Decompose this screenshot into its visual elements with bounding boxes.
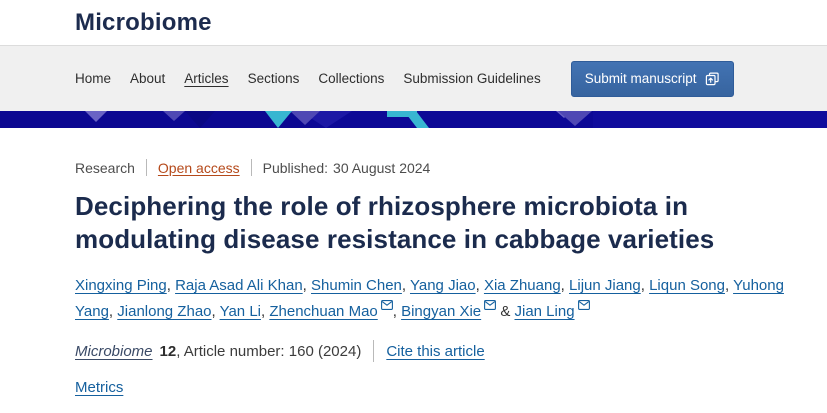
divider [145, 159, 147, 176]
banner-geometric-pattern [0, 111, 827, 128]
author-separator: , [724, 277, 734, 294]
metrics-row: Metrics [75, 379, 827, 397]
nav-item-about[interactable]: About [130, 71, 166, 86]
email-icon[interactable] [484, 300, 497, 310]
nav-item-sections[interactable]: Sections [247, 71, 300, 86]
open-access-link[interactable]: Open access [157, 159, 240, 176]
nav-item-home[interactable]: Home [75, 71, 112, 86]
citation-row: Microbiome 12 , Article number: 160 (202… [75, 340, 827, 362]
author-separator: , [166, 277, 176, 294]
article-title-line2: modulating disease resistance in cabbage… [75, 224, 715, 254]
published-date: 30 August 2024 [333, 159, 431, 176]
author-separator: & [496, 303, 515, 320]
nav-item-articles[interactable]: Articles [184, 71, 229, 86]
author-separator: , [211, 303, 220, 320]
author-link[interactable]: Jian Ling [514, 303, 575, 320]
author-link[interactable]: Shumin Chen [311, 277, 402, 294]
submit-manuscript-icon [705, 72, 719, 85]
email-icon[interactable] [380, 300, 393, 310]
author-link[interactable]: Yang Jiao [409, 277, 476, 294]
article-header-section: Research Open access Published: 30 Augus… [0, 128, 827, 397]
published-label: Published: [262, 159, 329, 176]
nav-item-collections[interactable]: Collections [318, 71, 385, 86]
journal-logo[interactable]: Microbiome [75, 8, 212, 36]
article-title-line1: Deciphering the role of rhizosphere micr… [75, 191, 689, 221]
author-separator: , [302, 277, 312, 294]
author-link[interactable]: Yan Li [219, 303, 261, 320]
author-link[interactable]: Xingxing Ping [75, 277, 167, 294]
author-link[interactable]: Jianlong Zhao [117, 303, 212, 320]
author-link[interactable]: Zhenchuan Mao [269, 303, 378, 320]
article-title: Deciphering the role of rhizosphere micr… [75, 190, 785, 256]
author-separator: , [261, 303, 270, 320]
email-icon[interactable] [577, 300, 590, 310]
author-separator: , [401, 277, 410, 294]
article-type: Research [75, 159, 135, 176]
decorative-banner [0, 111, 827, 128]
author-separator: , [108, 303, 118, 320]
article-meta-row: Research Open access Published: 30 Augus… [75, 159, 827, 176]
metrics-link[interactable]: Metrics [75, 379, 124, 396]
article-number-text: , Article number: 160 (2024) [176, 342, 362, 360]
author-separator: , [640, 277, 650, 294]
site-header: Microbiome [0, 0, 827, 46]
cite-this-article-link[interactable]: Cite this article [386, 342, 485, 360]
volume-number: 12 [159, 342, 177, 360]
author-separator: , [475, 277, 484, 294]
author-link[interactable]: Yuhong Yang [75, 277, 784, 320]
divider [250, 159, 252, 176]
author-link[interactable]: Xia Zhuang [483, 277, 561, 294]
nav-item-submission-guidelines[interactable]: Submission Guidelines [403, 71, 541, 86]
author-link[interactable]: Raja Asad Ali Khan [175, 277, 303, 294]
author-list: Xingxing Ping, Raja Asad Ali Khan, Shumi… [75, 273, 787, 325]
author-separator: , [560, 277, 570, 294]
journal-citation-link[interactable]: Microbiome [75, 342, 153, 360]
author-link[interactable]: Lijun Jiang [569, 277, 641, 294]
author-link[interactable]: Bingyan Xie [401, 303, 482, 320]
divider [373, 340, 375, 362]
author-separator: , [392, 303, 402, 320]
submit-manuscript-button[interactable]: Submit manuscript [570, 60, 734, 97]
author-link[interactable]: Liqun Song [649, 277, 725, 294]
submit-manuscript-label: Submit manuscript [584, 71, 697, 86]
main-nav: Home About Articles Sections Collections… [0, 46, 827, 111]
